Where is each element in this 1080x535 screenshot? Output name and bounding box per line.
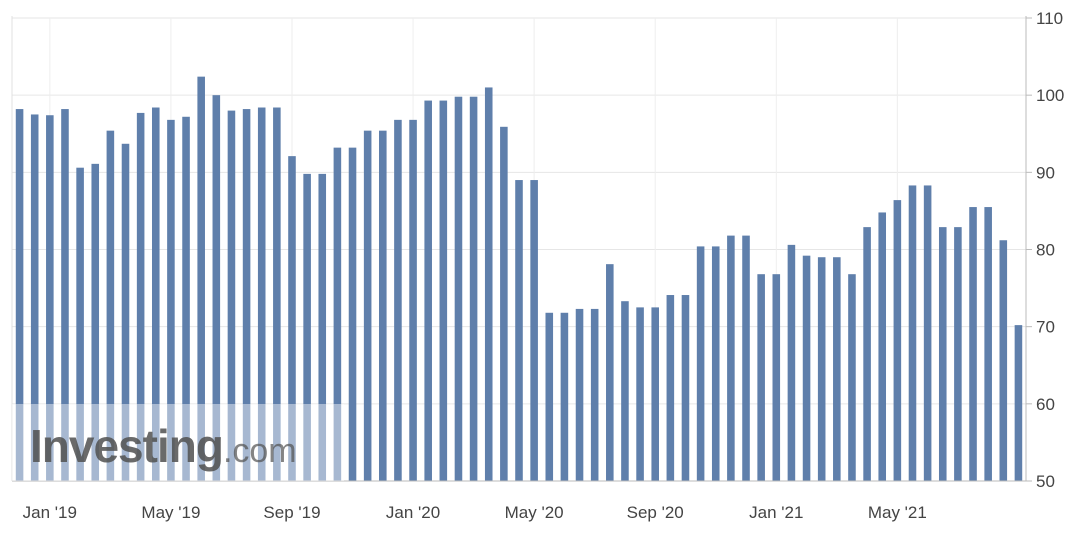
y-tick-label: 80 xyxy=(1036,241,1055,260)
bar xyxy=(439,100,448,481)
bar xyxy=(409,119,417,482)
bar xyxy=(454,96,463,482)
bar xyxy=(515,180,523,482)
bar xyxy=(136,112,145,481)
bar xyxy=(757,274,765,481)
x-tick-label: Jan '21 xyxy=(749,503,803,522)
bar xyxy=(273,107,281,481)
bar xyxy=(848,274,856,481)
bar xyxy=(742,235,750,481)
bar xyxy=(575,308,584,481)
bar xyxy=(167,119,175,482)
bar xyxy=(76,167,84,481)
bar xyxy=(984,207,992,481)
x-axis-ticks: Jan '19 May '19 Sep '19 Jan '20 May '20 Sep '… xyxy=(23,503,927,522)
bar xyxy=(651,307,659,482)
bar xyxy=(15,109,24,481)
x-tick-label: May '21 xyxy=(868,503,927,522)
y-tick-label: 90 xyxy=(1036,163,1055,182)
bar xyxy=(999,240,1008,481)
bar xyxy=(227,110,236,481)
bar xyxy=(303,173,311,481)
bar xyxy=(954,227,962,481)
bar xyxy=(348,147,357,481)
svg-text:Investing.com: Investing.com xyxy=(30,420,297,472)
bar xyxy=(621,301,629,481)
bar xyxy=(681,295,690,481)
bar xyxy=(938,227,947,481)
bar xyxy=(923,185,932,481)
bar xyxy=(606,264,614,481)
bar xyxy=(666,295,675,481)
bar xyxy=(151,107,160,481)
bar xyxy=(590,308,599,481)
bar xyxy=(893,200,902,482)
y-tick-label: 100 xyxy=(1036,86,1064,105)
y-axis-ticks: 50 60 70 80 90 100 110 xyxy=(1026,9,1064,491)
bar xyxy=(560,312,569,481)
bars xyxy=(15,76,1023,482)
bar xyxy=(46,115,54,481)
bar xyxy=(30,114,39,482)
y-tick-label: 60 xyxy=(1036,395,1055,414)
watermark-brand: Investing xyxy=(30,420,223,472)
bar xyxy=(394,119,402,482)
bar xyxy=(696,246,705,481)
x-tick-label: May '20 xyxy=(505,503,564,522)
bar xyxy=(242,109,251,481)
bar xyxy=(379,130,387,481)
bar xyxy=(424,100,432,481)
bar xyxy=(182,116,190,482)
bar xyxy=(908,185,917,481)
bar xyxy=(545,312,554,481)
watermark-backdrop xyxy=(12,404,344,481)
bar xyxy=(727,235,735,481)
bar xyxy=(878,212,887,481)
bar xyxy=(530,180,538,482)
watermark-suffix: .com xyxy=(223,432,297,470)
bar xyxy=(969,207,977,481)
bar xyxy=(802,255,811,481)
bar xyxy=(863,227,871,481)
x-tick-label: Sep '19 xyxy=(263,503,320,522)
bar xyxy=(106,130,115,481)
bar xyxy=(91,163,100,481)
investing-watermark: Investing.com xyxy=(12,404,344,481)
x-tick-label: Jan '19 xyxy=(23,503,77,522)
bar xyxy=(1014,325,1023,481)
bar xyxy=(333,147,342,481)
bar xyxy=(817,257,826,481)
y-tick-label: 50 xyxy=(1036,472,1055,491)
x-tick-label: Sep '20 xyxy=(627,503,684,522)
bar xyxy=(500,126,508,482)
bar xyxy=(484,87,493,481)
bar xyxy=(636,307,644,482)
bar xyxy=(833,257,841,481)
bar xyxy=(363,130,372,481)
bar xyxy=(121,143,130,481)
bar xyxy=(469,96,478,482)
bar xyxy=(257,107,266,481)
bar xyxy=(288,156,296,481)
x-tick-label: Jan '20 xyxy=(386,503,440,522)
y-tick-label: 70 xyxy=(1036,318,1055,337)
bar xyxy=(711,246,720,481)
x-tick-label: May '19 xyxy=(141,503,200,522)
y-tick-label: 110 xyxy=(1036,9,1063,28)
bar xyxy=(197,76,205,482)
bar xyxy=(318,173,327,481)
bar xyxy=(772,274,781,481)
bar xyxy=(212,95,221,482)
bar xyxy=(787,244,796,481)
bar xyxy=(61,109,69,481)
